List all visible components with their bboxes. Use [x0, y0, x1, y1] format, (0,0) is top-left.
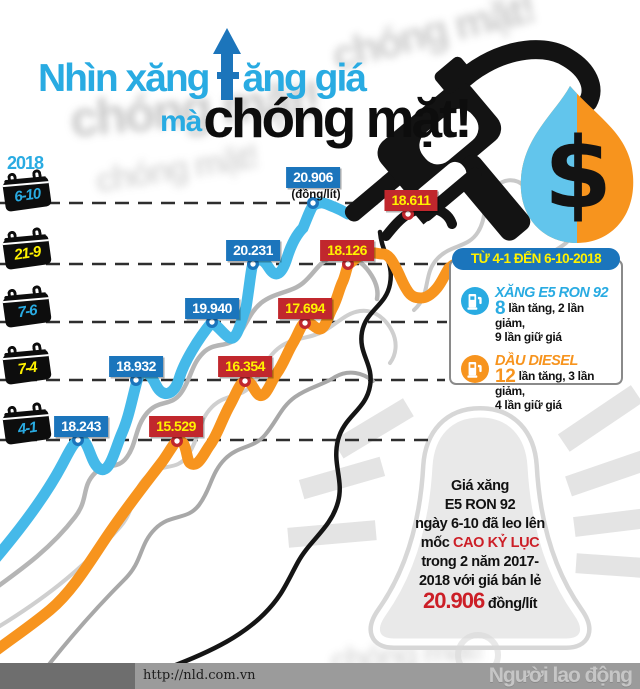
calendar-ring-icon [6, 288, 18, 300]
diesel-points [171, 208, 414, 447]
bell-line6: 2018 với giá bán lẻ [419, 573, 541, 589]
calendar-icon-21-9: 21-9 [2, 226, 52, 271]
unit-note: (đồng/lít) [291, 189, 341, 201]
bell-price-line: 20.906 đồng/lít [422, 588, 538, 613]
gasoline-line [0, 197, 354, 562]
calendar-date: 6-10 [13, 184, 42, 206]
calendar-ring-icon [31, 226, 43, 239]
bell-rays [287, 385, 640, 579]
bell-record-highlight: CAO KỶ LỤC [453, 535, 540, 551]
gas-price-label-7-6: 19.940 [185, 298, 239, 319]
calendar-date: 7-4 [16, 358, 38, 378]
year-label: 2018 [7, 153, 44, 173]
gas-price-label-4-1: 18.243 [54, 416, 108, 437]
headline-line2: mà chóng mặt! [38, 87, 473, 149]
calendar-ring-icon [6, 172, 18, 184]
bell-annotation: Giá xăng E5 RON 92 ngày 6-10 đã leo lên … [388, 477, 572, 614]
bell-line5: trong 2 năm 2017- [421, 554, 539, 570]
legend-header: TỪ 4-1 ĐẾN 6-10-2018 [452, 248, 620, 270]
bell-line2: E5 RON 92 [444, 497, 516, 513]
calendar-ring-icon [31, 401, 43, 414]
legend-gasoline-line1: lần tăng, 2 lần giảm, [495, 301, 584, 330]
footer-brand-logo: Người lao động [488, 664, 633, 687]
footer-left-block [0, 663, 135, 689]
calendar-icon-4-1: 4-1 [2, 401, 52, 446]
calendar-ring-icon [6, 230, 18, 242]
calendar-date: 21-9 [13, 242, 42, 264]
diesel-price-label-21-9: 18.126 [320, 240, 374, 261]
headline-chong-mat: chóng mặt! [203, 87, 472, 149]
legend-diesel-line1: lần tăng, 3 lần giảm, [495, 369, 595, 398]
legend-box: XĂNG E5 RON 92 8 lần tăng, 2 lần giảm, 9… [449, 259, 623, 412]
gas-price-label-6-10: 20.906 [286, 167, 340, 188]
calendar-icon-7-6: 7-6 [2, 284, 52, 329]
headline-line1: Nhìn xăng ăng giá [38, 28, 470, 100]
bell-line3: ngày 6-10 đã leo lên [415, 516, 545, 532]
calendar-ring-icon [31, 341, 43, 354]
money-droplet: $ [520, 86, 634, 243]
diesel-price-label-6-10: 18.611 [384, 190, 438, 211]
headline-ma: mà [160, 105, 202, 138]
fuel-hose [448, 40, 601, 112]
headline: Nhìn xăng ăng giá mà chóng mặt! [38, 28, 473, 149]
legend-diesel-line2: 4 lần giữ giá [495, 398, 562, 412]
calendar-ring-icon [31, 284, 43, 297]
calendar-ring-icon [6, 405, 18, 417]
calendar-icon-6-10: 6-10 [2, 168, 52, 213]
calendar-icon-7-4: 7-4 [2, 341, 52, 386]
calendar-ring-icon [6, 345, 18, 357]
bell-line4: mốc CAO KỶ LỤC [420, 535, 540, 551]
legend-gasoline-line2: 9 lần giữ giá [495, 330, 562, 344]
fuel-pump-icon [461, 355, 489, 383]
calendar-date: 7-6 [16, 301, 38, 321]
headline-line1-part2: ăng giá [242, 57, 368, 100]
gas-price-label-7-4: 18.932 [109, 356, 163, 377]
calendar-ring-icon [31, 168, 43, 181]
bell-shape [368, 406, 592, 650]
diesel-price-label-4-1: 15.529 [149, 416, 203, 437]
diesel-price-label-7-6: 17.694 [278, 298, 332, 319]
legend-item-gasoline: XĂNG E5 RON 92 8 lần tăng, 2 lần giảm, 9… [459, 285, 613, 344]
bell-line1: Giá xăng [450, 478, 510, 494]
black-wavy-line [165, 229, 394, 671]
gas-price-label-21-9: 20.231 [226, 240, 280, 261]
footer-url: http://nld.com.vn [143, 668, 256, 683]
calendar-date: 4-1 [16, 418, 38, 438]
diesel-price-label-7-4: 16.354 [218, 356, 272, 377]
legend-gasoline-name: XĂNG E5 RON 92 [495, 285, 609, 301]
up-arrow-icon [212, 28, 241, 100]
legend-diesel-name: DẦU DIESEL [495, 353, 578, 369]
headline-line1-part1: Nhìn xăng [38, 57, 211, 100]
fuel-pump-icon [461, 287, 489, 315]
gasoline-points [72, 197, 319, 446]
legend-gasoline-count: 8 [495, 298, 506, 319]
legend-item-diesel: DẦU DIESEL 12 lần tăng, 3 lần giảm, 4 lầ… [459, 353, 613, 412]
dollar-sign: $ [544, 117, 612, 231]
footer-bar: http://nld.com.vn Người lao động [0, 663, 640, 689]
legend-diesel-count: 12 [495, 366, 516, 387]
bell-price: 20.906 [422, 588, 485, 613]
